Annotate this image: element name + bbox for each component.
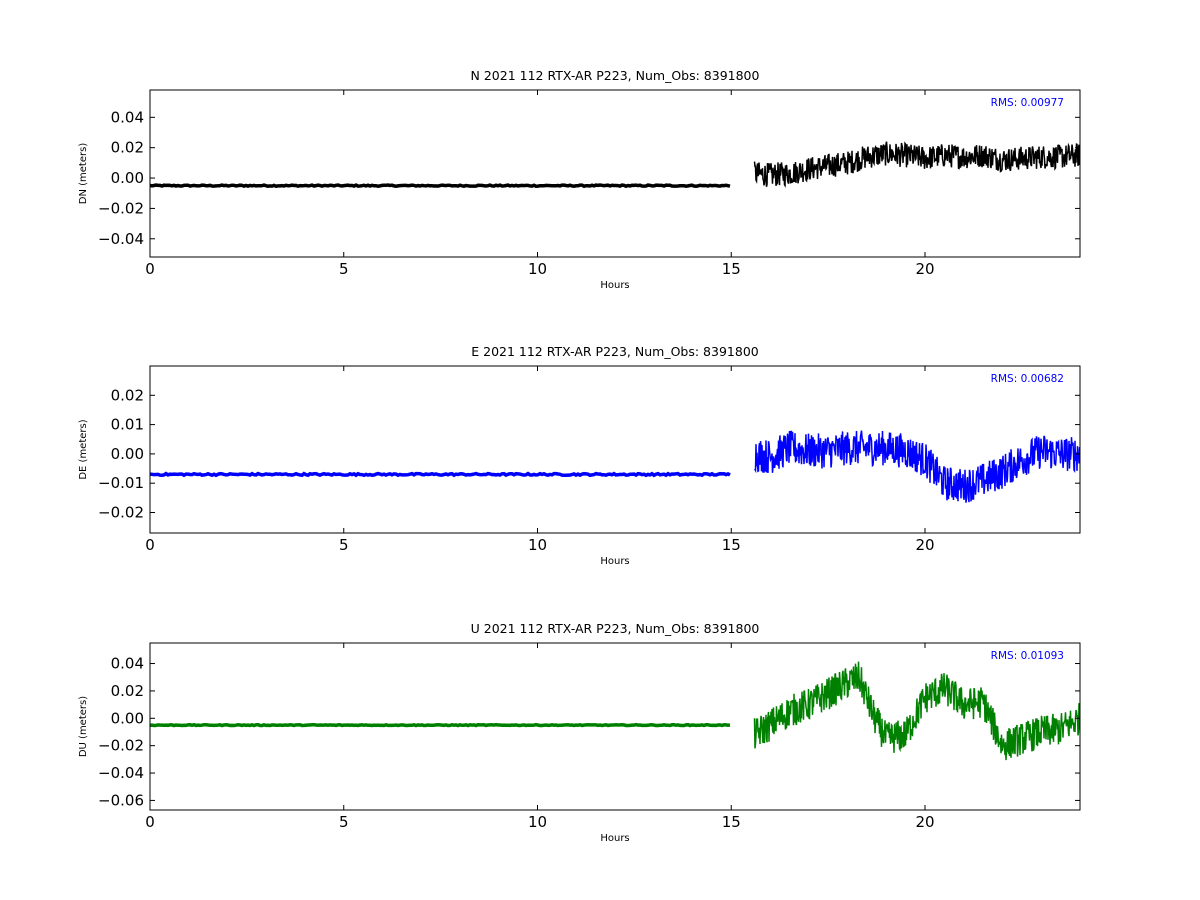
y-tick-label: 0.02 bbox=[111, 682, 144, 700]
series-line bbox=[150, 722, 731, 728]
y-tick-label: −0.02 bbox=[98, 737, 144, 755]
y-tick-label: −0.02 bbox=[98, 503, 144, 521]
x-tick-label: 15 bbox=[722, 813, 741, 831]
x-tick-label: 10 bbox=[528, 536, 547, 554]
series-line bbox=[150, 471, 731, 478]
series-line bbox=[150, 183, 731, 189]
y-tick-label: 0.00 bbox=[111, 445, 144, 463]
y-tick-label: −0.04 bbox=[98, 764, 144, 782]
chart-title: N 2021 112 RTX-AR P223, Num_Obs: 8391800 bbox=[471, 68, 760, 83]
x-tick-label: 5 bbox=[339, 260, 349, 278]
y-tick-label: −0.01 bbox=[98, 474, 144, 492]
axes-frame bbox=[149, 365, 1081, 534]
chart-title: E 2021 112 RTX-AR P223, Num_Obs: 8391800 bbox=[471, 344, 759, 359]
series-line bbox=[754, 430, 1080, 503]
y-tick-label: 0.04 bbox=[111, 655, 144, 673]
rms-annotation: RMS: 0.00977 bbox=[991, 97, 1064, 109]
x-tick-label: 15 bbox=[722, 260, 741, 278]
chart-title: U 2021 112 RTX-AR P223, Num_Obs: 8391800 bbox=[471, 621, 760, 636]
y-tick-label: 0.00 bbox=[111, 169, 144, 187]
x-axis-label: Hours bbox=[600, 280, 629, 291]
y-tick-label: 0.02 bbox=[111, 139, 144, 157]
x-tick-label: 0 bbox=[145, 813, 155, 831]
x-axis-label: Hours bbox=[600, 833, 629, 844]
chart-panel: 0 5 10 15 20 −0.06 −0.04 −0.02 0.00 0.02 0.04 U 202… bbox=[78, 621, 1081, 844]
rms-annotation: RMS: 0.01093 bbox=[991, 650, 1064, 662]
x-axis-label: Hours bbox=[600, 556, 629, 567]
x-tick-label: 0 bbox=[145, 260, 155, 278]
y-tick-label: 0.02 bbox=[111, 386, 144, 404]
series-line bbox=[753, 141, 1080, 188]
x-tick-label: 20 bbox=[915, 260, 934, 278]
x-tick-label: 20 bbox=[915, 536, 934, 554]
y-tick-label: 0.00 bbox=[111, 709, 144, 727]
y-axis-label: DE (meters) bbox=[78, 419, 89, 479]
x-tick-label: 20 bbox=[915, 813, 934, 831]
y-tick-label: −0.06 bbox=[98, 791, 144, 809]
y-tick-label: 0.04 bbox=[111, 108, 144, 126]
y-axis-label: DU (meters) bbox=[78, 696, 89, 757]
x-tick-label: 15 bbox=[722, 536, 741, 554]
x-tick-label: 5 bbox=[339, 813, 349, 831]
chart-panel: 0 5 10 15 20 −0.04 −0.02 0.00 0.02 0.04 N 2021 112… bbox=[78, 68, 1081, 291]
y-tick-label: −0.02 bbox=[98, 199, 144, 217]
y-tick-label: 0.01 bbox=[111, 416, 144, 434]
axes-frame bbox=[149, 89, 1081, 258]
y-tick-label: −0.04 bbox=[98, 230, 144, 248]
x-tick-label: 0 bbox=[145, 536, 155, 554]
chart-panel: 0 5 10 15 20 −0.02 −0.01 0.00 0.01 0.02 E 2021 112… bbox=[78, 344, 1081, 567]
x-tick-label: 10 bbox=[528, 260, 547, 278]
y-axis-label: DN (meters) bbox=[78, 143, 89, 205]
series-line bbox=[753, 661, 1080, 761]
rms-annotation: RMS: 0.00682 bbox=[991, 373, 1064, 385]
x-tick-label: 5 bbox=[339, 536, 349, 554]
x-tick-label: 10 bbox=[528, 813, 547, 831]
axes-frame bbox=[149, 642, 1081, 811]
